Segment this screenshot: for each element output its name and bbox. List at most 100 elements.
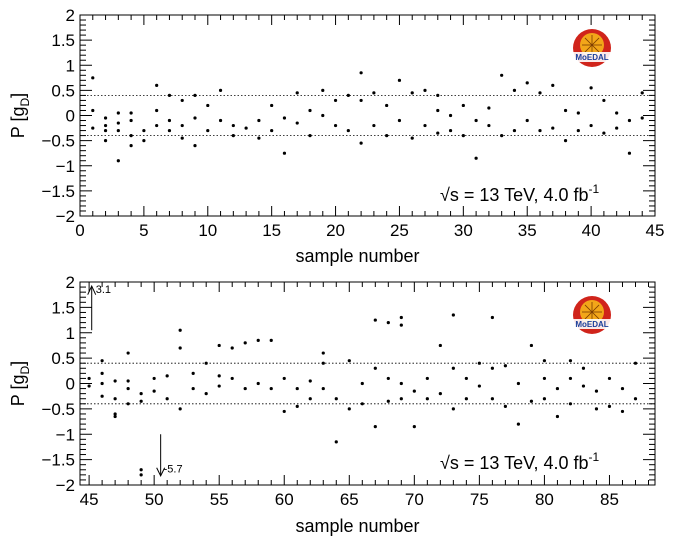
- y-tick-label: 1: [66, 56, 75, 75]
- data-point: [218, 88, 223, 92]
- x-tick-label: 40: [582, 221, 601, 240]
- data-point: [529, 399, 534, 403]
- logo-text: MoEDAL: [575, 53, 608, 62]
- data-point: [576, 128, 580, 133]
- data-point: [87, 376, 91, 381]
- data-point: [193, 93, 197, 97]
- data-point: [180, 98, 184, 103]
- data-point: [448, 113, 453, 118]
- x-tick-label: 75: [470, 490, 489, 509]
- y-tick-label: −0.5: [41, 132, 75, 151]
- data-point: [640, 116, 644, 120]
- data-point: [269, 386, 273, 391]
- chart-panel-top: 0 5 10 15 20 25 30 35 40 45 −2 −1.5 −1 −0.5 0 0.5 1 1.5 2 s…: [8, 6, 664, 266]
- data-point: [116, 159, 120, 163]
- data-point: [243, 341, 247, 345]
- data-point: [385, 103, 389, 108]
- data-point: [490, 366, 494, 370]
- data-point: [386, 321, 390, 325]
- data-point: [178, 407, 182, 411]
- data-point: [594, 389, 599, 393]
- data-point: [474, 118, 478, 123]
- x-tick-label: 70: [405, 490, 424, 509]
- data-point: [231, 123, 235, 128]
- data-point: [91, 76, 95, 80]
- y-tick-label: 1: [66, 324, 75, 343]
- data-point: [126, 379, 130, 383]
- data-point: [490, 315, 494, 320]
- data-point: [423, 88, 427, 92]
- data-point: [206, 128, 210, 133]
- data-point: [113, 414, 117, 419]
- energy-luminosity-annotation: √s = 13 TeV, 4.0 fb-1: [440, 450, 600, 473]
- arrow-down-head: [156, 467, 166, 477]
- data-point: [142, 128, 146, 133]
- y-tick-label: 0: [66, 107, 75, 126]
- data-point: [180, 136, 184, 140]
- data-point: [257, 136, 261, 140]
- data-point: [373, 425, 377, 429]
- data-point: [333, 123, 338, 128]
- data-point: [231, 134, 235, 138]
- data-point: [218, 118, 223, 123]
- energy-luminosity-annotation: √s = 13 TeV, 4.0 fb-1: [440, 182, 600, 205]
- data-point: [451, 313, 455, 317]
- x-tick-label: 65: [340, 490, 359, 509]
- data-point: [139, 399, 143, 403]
- data-point: [282, 409, 286, 414]
- data-point: [270, 103, 274, 108]
- data-point: [321, 88, 325, 92]
- logo-band: [573, 52, 611, 62]
- x-tick-label: 60: [275, 490, 294, 509]
- data-point: [410, 91, 414, 95]
- data-point: [282, 151, 287, 155]
- moedal-logo: MoEDAL: [573, 29, 611, 67]
- data-point: [360, 402, 364, 406]
- data-point: [399, 397, 403, 401]
- y-tick-label: 1.5: [51, 298, 75, 317]
- data-point: [191, 371, 195, 375]
- arrow-up-label: 3.1: [96, 284, 111, 296]
- data-point: [461, 103, 465, 108]
- y-tick-label: 1.5: [51, 31, 75, 50]
- data-point: [204, 361, 208, 365]
- data-point: [116, 128, 120, 133]
- data-point: [568, 376, 573, 381]
- data-point: [321, 386, 325, 391]
- data-point: [155, 123, 159, 128]
- y-tick-label: −2: [56, 476, 75, 495]
- data-point: [129, 144, 133, 148]
- data-point: [256, 381, 260, 386]
- arrow-up-head: [87, 284, 97, 295]
- data-point: [425, 376, 429, 381]
- data-point: [551, 83, 555, 87]
- x-tick-label: 45: [646, 221, 665, 240]
- y-tick-label: −1: [56, 425, 75, 444]
- logo-text: MoEDAL: [575, 320, 608, 329]
- x-tick-label: 15: [262, 221, 281, 240]
- y-tick-label: 0: [66, 375, 75, 394]
- data-point: [116, 111, 120, 115]
- data-point: [425, 397, 429, 401]
- x-tick-label: 30: [454, 221, 473, 240]
- y-tick-label: −1.5: [41, 451, 75, 470]
- data-point: [503, 364, 507, 368]
- x-tick-label: 10: [198, 221, 217, 240]
- data-point: [386, 399, 390, 403]
- data-point: [152, 376, 156, 381]
- data-point: [191, 386, 195, 391]
- data-point: [397, 78, 402, 82]
- data-point: [217, 374, 221, 378]
- data-point: [360, 381, 364, 386]
- y-axis-title: P [gD]: [8, 361, 32, 406]
- logo-ray: [584, 304, 593, 313]
- data-point: [91, 108, 95, 113]
- data-point: [359, 71, 363, 75]
- data-point: [334, 440, 338, 444]
- y-tick-label: −1: [56, 157, 75, 176]
- data-point: [347, 359, 351, 363]
- y-tick-label: −1.5: [41, 182, 75, 201]
- data-point: [167, 128, 172, 133]
- data-point: [529, 343, 534, 348]
